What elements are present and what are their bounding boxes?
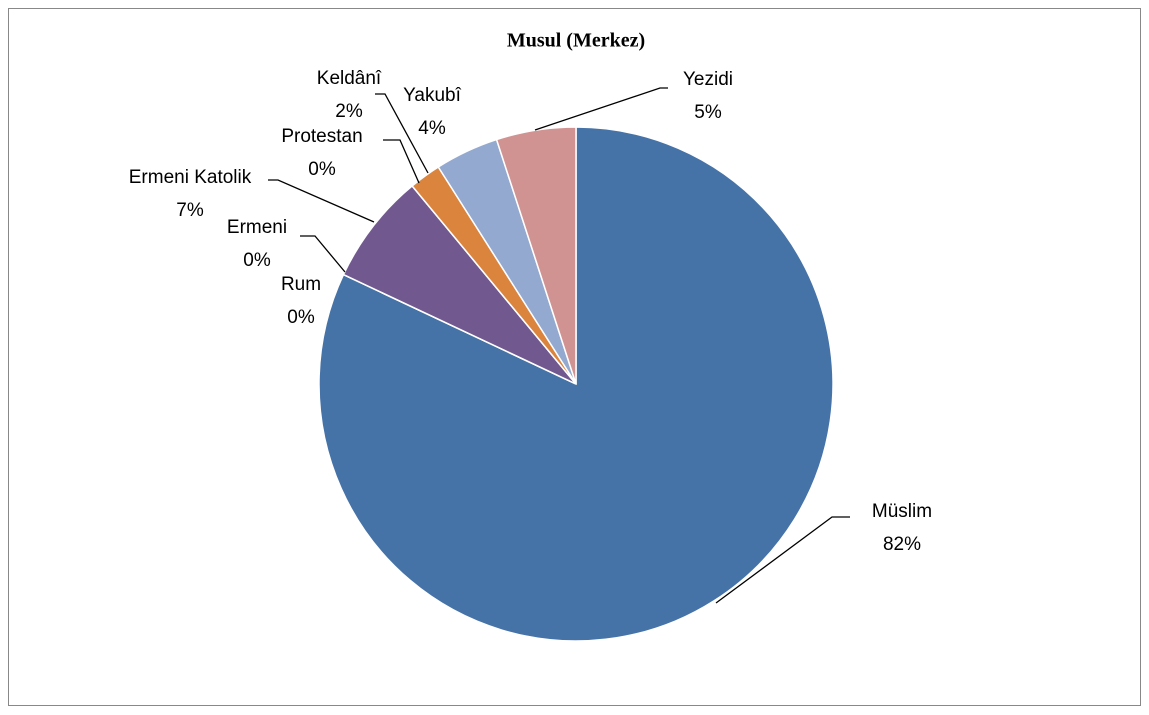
slice-label: Ermeni [227,217,287,238]
slice-value-label: 0% [308,159,336,180]
slice-label: Protestan [281,126,362,147]
slice-label: Rum [281,274,321,295]
slice-label: Keldânî [317,68,382,89]
leader-line [300,235,346,273]
leader-line [715,516,850,604]
slice-label: Yakubî [403,85,461,106]
slice-value-label: 2% [335,101,363,122]
chart-title: Musul (Merkez) [507,30,645,52]
slice-label: Ermeni Katolik [129,167,252,188]
slice-value-label: 4% [418,118,446,139]
leader-line [534,87,668,131]
slice-value-label: 0% [243,250,271,271]
slice-value-label: 0% [287,307,315,328]
pie-slice [342,184,577,385]
slice-label: Müslim [872,501,932,522]
leader-line [268,179,375,223]
leader-line [375,93,429,174]
leader-line [383,139,420,184]
slice-value-label: 82% [883,534,921,555]
slice-value-label: 5% [694,102,722,123]
slice-value-label: 7% [176,200,204,221]
slice-label: Yezidi [683,69,733,90]
